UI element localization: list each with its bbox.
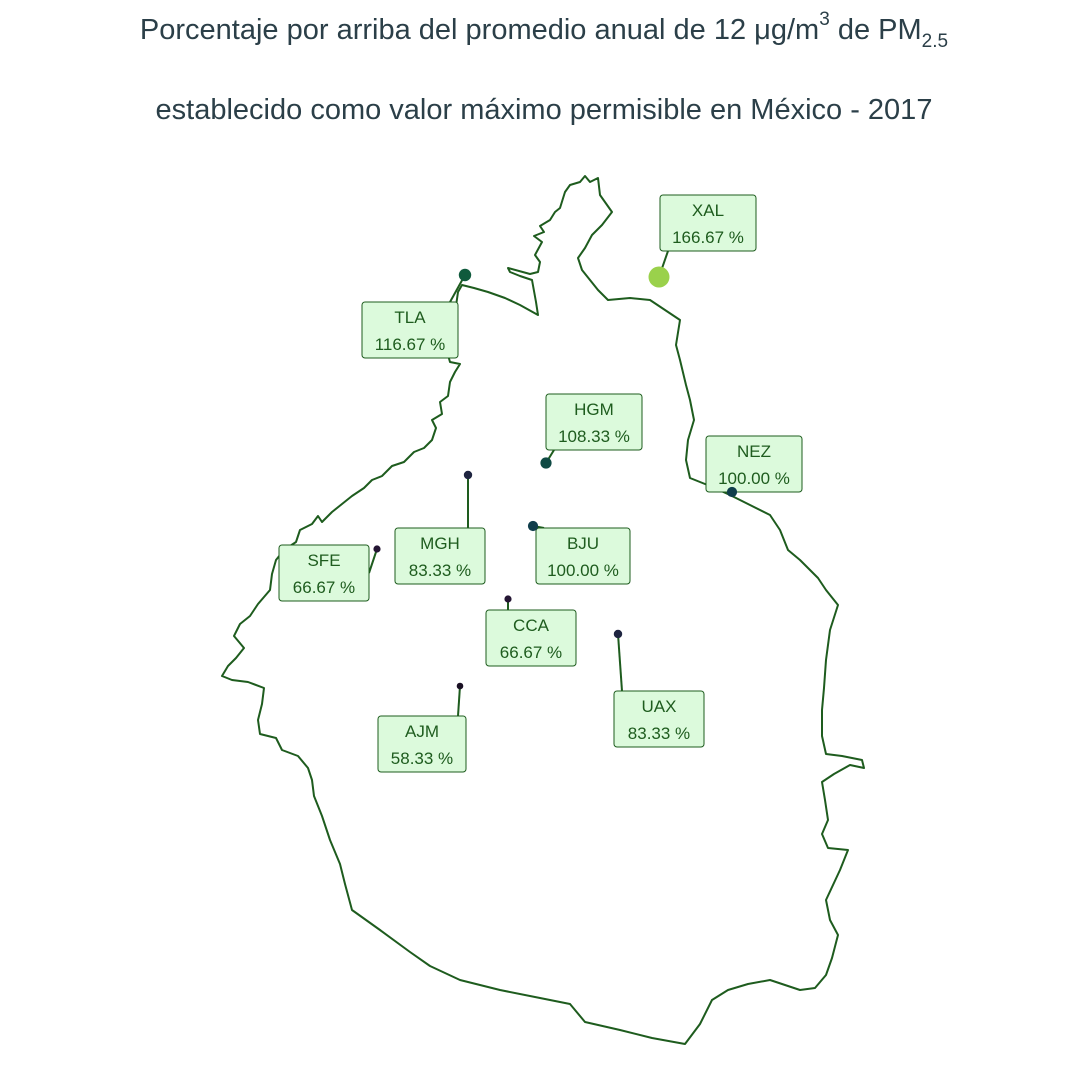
station-code-hgm: HGM — [574, 400, 614, 419]
label-box-bju — [535, 527, 631, 585]
station-marker-tla[interactable] — [458, 268, 472, 282]
station-code-xal: XAL — [692, 201, 724, 220]
label-box-ajm — [377, 715, 467, 773]
map-title-line-2: establecido como valor máximo permisible… — [155, 94, 933, 126]
station-value-xal: 166.67 % — [672, 228, 744, 247]
station-marker-cca[interactable] — [504, 595, 512, 603]
station-code-nez: NEZ — [737, 442, 771, 461]
station-value-sfe: 66.67 % — [293, 578, 355, 597]
station-marker-bju[interactable] — [527, 520, 539, 532]
label-box-uax — [613, 690, 705, 748]
station-code-bju: BJU — [567, 534, 599, 553]
station-value-tla: 116.67 % — [375, 335, 446, 354]
label-box-cca — [485, 609, 577, 667]
station-marker-mgh[interactable] — [463, 470, 473, 480]
station-code-tla: TLA — [394, 308, 426, 327]
label-box-mgh — [394, 527, 486, 585]
station-marker-nez[interactable] — [726, 486, 738, 498]
station-value-ajm: 58.33 % — [391, 749, 453, 768]
label-box-xal — [659, 194, 757, 252]
leader-uax — [617, 633, 623, 692]
station-marker-ajm[interactable] — [456, 682, 464, 690]
station-code-mgh: MGH — [420, 534, 460, 553]
station-code-uax: UAX — [642, 697, 677, 716]
cdmx-boundary — [221, 175, 865, 1045]
station-value-nez: 100.00 % — [718, 469, 790, 488]
station-marker-xal[interactable] — [648, 266, 670, 288]
station-value-cca: 66.67 % — [500, 643, 562, 662]
label-box-tla — [361, 301, 459, 359]
station-value-hgm: 108.33 % — [558, 427, 630, 446]
leader-ajm — [457, 685, 461, 717]
leader-sfe — [368, 548, 378, 574]
station-value-mgh: 83.33 % — [409, 561, 471, 580]
station-value-uax: 83.33 % — [628, 724, 690, 743]
station-code-ajm: AJM — [405, 722, 439, 741]
label-box-hgm — [545, 393, 643, 451]
station-marker-uax[interactable] — [613, 629, 623, 639]
station-marker-hgm[interactable] — [540, 457, 552, 469]
map-title-line-1: Porcentaje por arriba del promedio anual… — [139, 9, 949, 52]
station-code-cca: CCA — [513, 616, 550, 635]
station-code-sfe: SFE — [307, 551, 340, 570]
station-value-bju: 100.00 % — [547, 561, 619, 580]
label-box-sfe — [278, 544, 370, 602]
station-marker-sfe[interactable] — [373, 545, 381, 553]
label-box-nez — [705, 435, 803, 493]
